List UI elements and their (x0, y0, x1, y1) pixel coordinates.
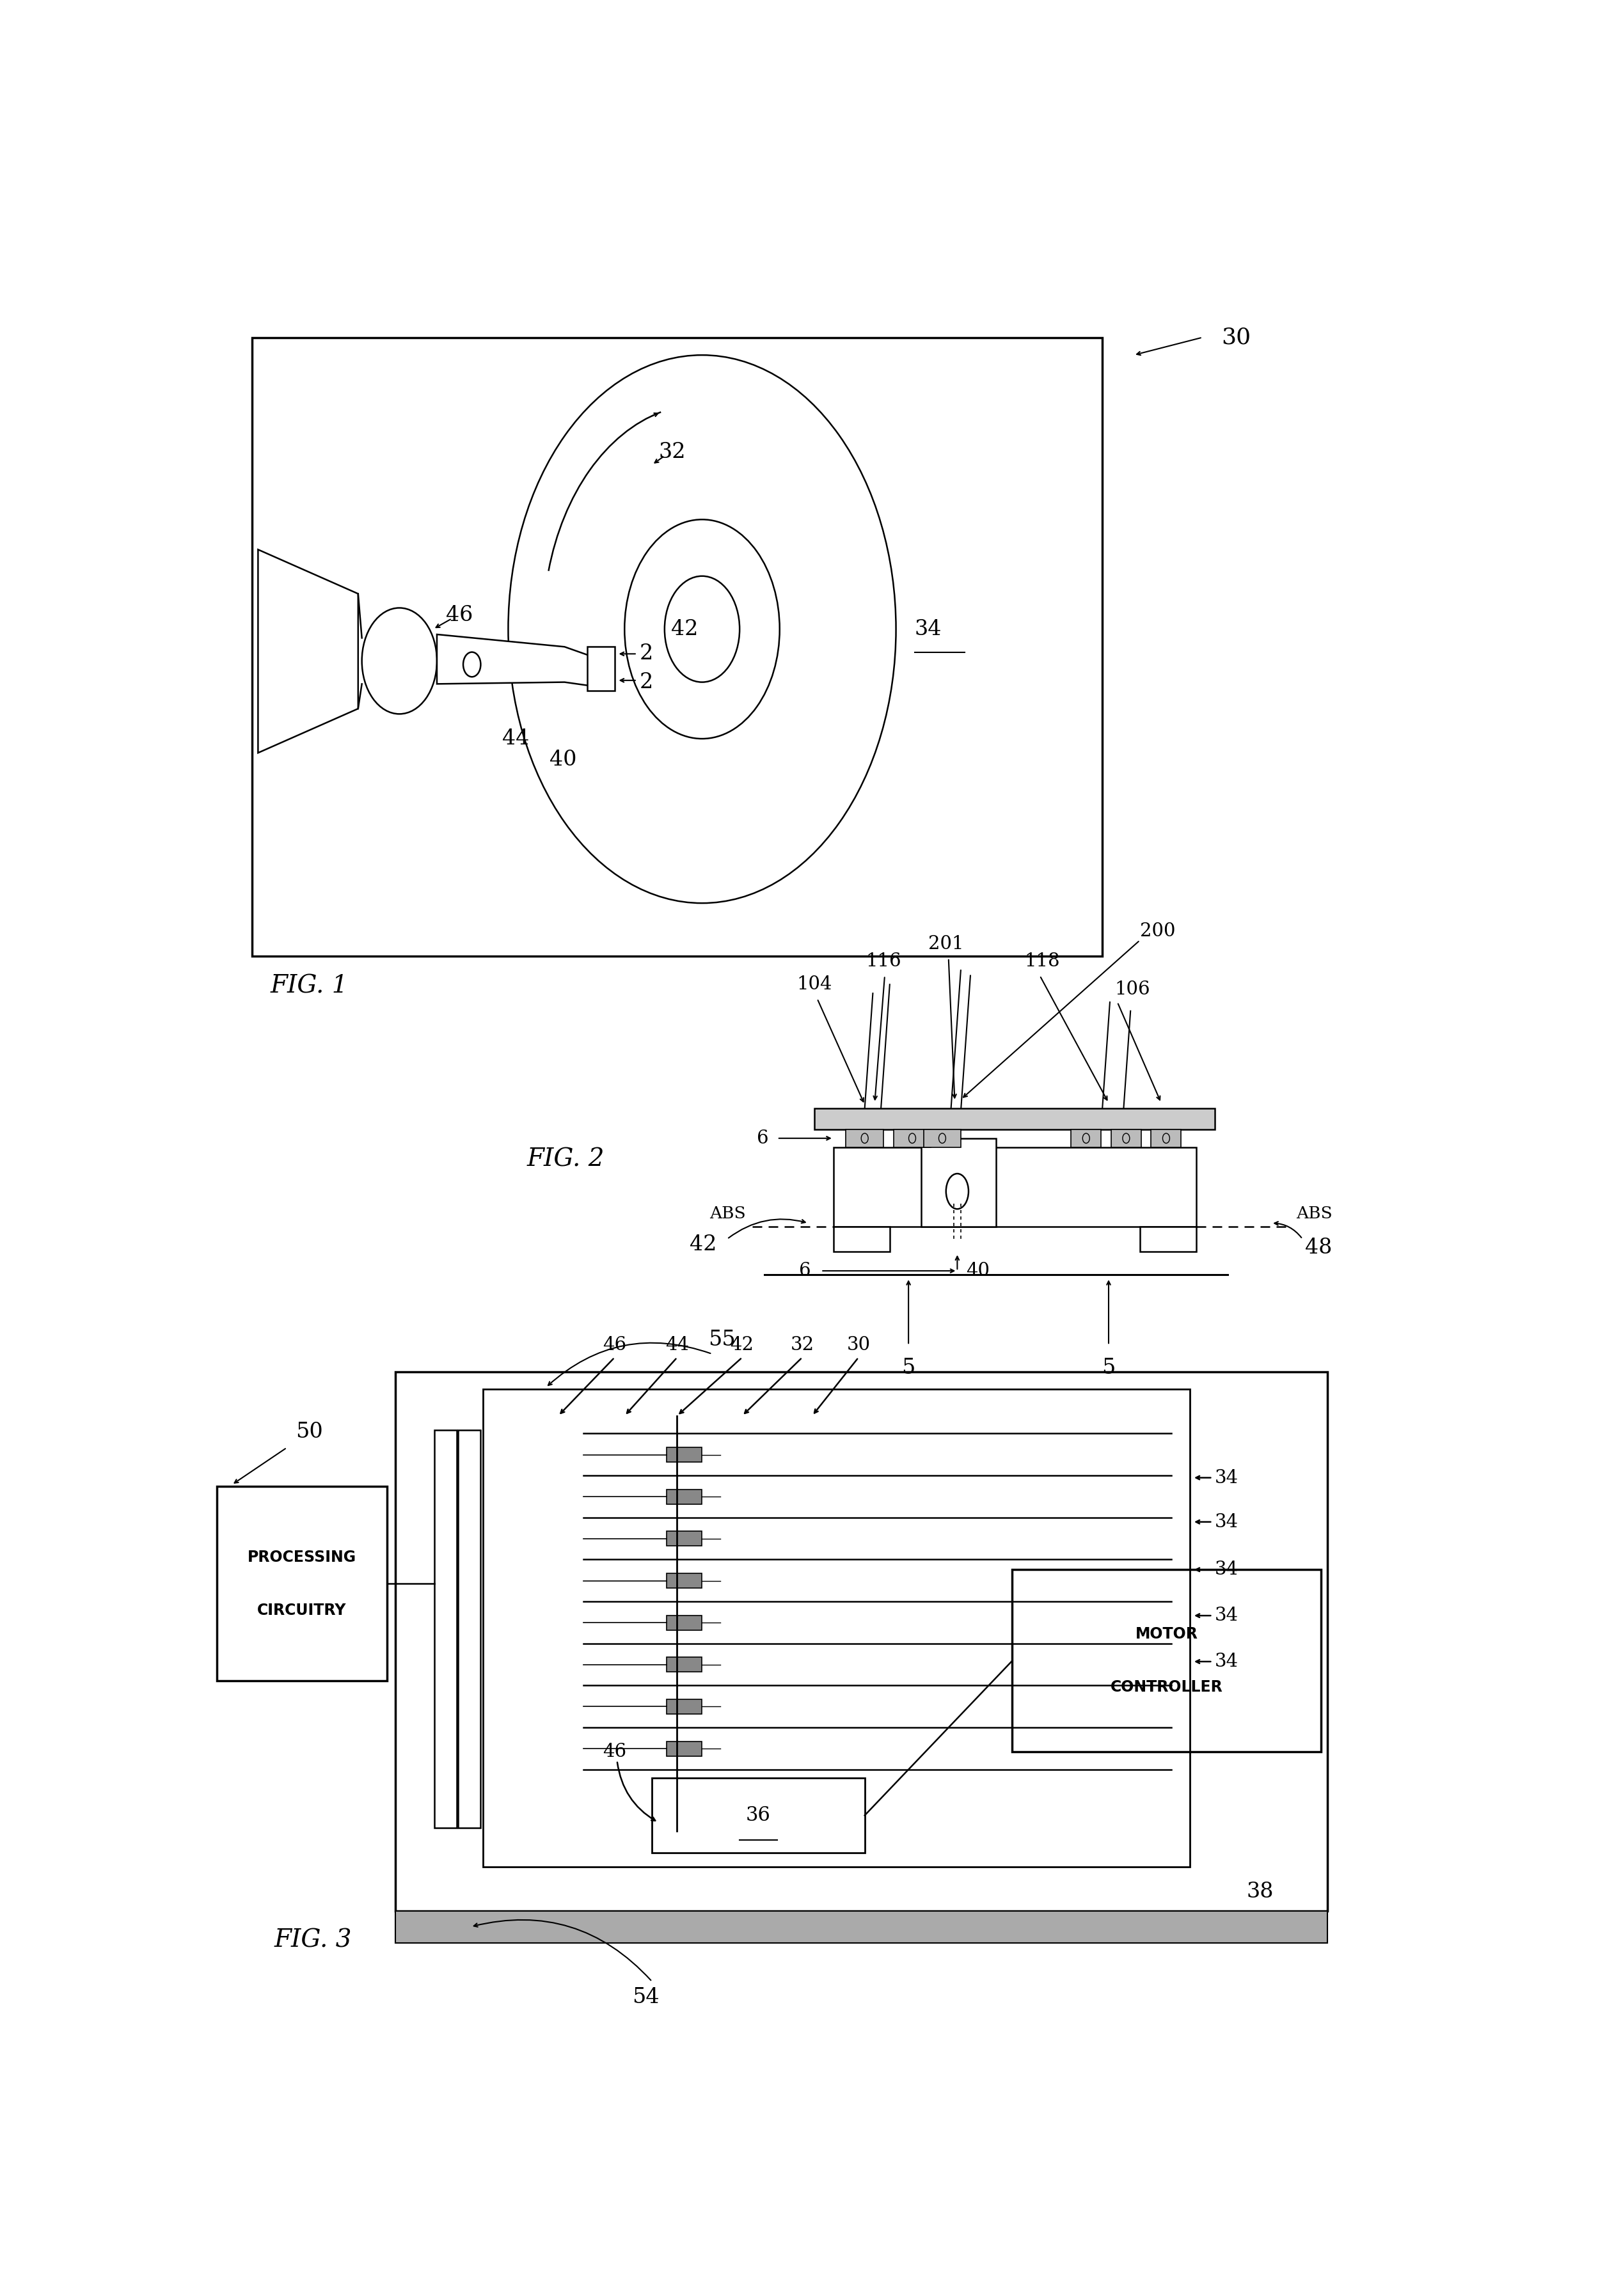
Text: MOTOR: MOTOR (1136, 1626, 1198, 1642)
Text: 34: 34 (915, 620, 943, 638)
Text: 54: 54 (633, 1986, 660, 2007)
Text: 32: 32 (659, 443, 686, 461)
Bar (216, 1486, 387, 1681)
Text: 6: 6 (799, 1263, 810, 1279)
Text: 201: 201 (928, 934, 964, 953)
Bar (923, 1130, 960, 1148)
Bar (434, 1430, 457, 1828)
Bar (833, 1226, 889, 1251)
Bar (652, 1777, 865, 1853)
Text: 46: 46 (445, 604, 473, 625)
Bar (1012, 1570, 1322, 1752)
Text: 38: 38 (1246, 1880, 1273, 1901)
Text: 55: 55 (709, 1329, 736, 1350)
Bar (667, 1658, 702, 1671)
Text: 5: 5 (1102, 1357, 1115, 1378)
Bar (667, 1573, 702, 1589)
Bar (252, 338, 1102, 955)
Bar (922, 1139, 996, 1226)
Text: ABS: ABS (710, 1205, 746, 1221)
Text: 116: 116 (865, 953, 901, 971)
Text: 40: 40 (549, 751, 576, 769)
Text: 34: 34 (1215, 1561, 1238, 1580)
Text: 44: 44 (665, 1336, 689, 1355)
Text: FIG. 2: FIG. 2 (528, 1148, 605, 1171)
Bar (667, 1699, 702, 1715)
Bar (667, 1531, 702, 1545)
Text: CONTROLLER: CONTROLLER (1110, 1681, 1223, 1694)
Text: FIG. 1: FIG. 1 (271, 974, 349, 999)
Text: 6: 6 (757, 1130, 768, 1148)
Text: 2: 2 (639, 643, 654, 664)
Text: 200: 200 (1139, 923, 1175, 941)
Bar (1072, 1130, 1101, 1148)
Bar (483, 1389, 1190, 1867)
Bar (815, 1109, 1215, 1130)
Bar (1151, 1130, 1181, 1148)
Text: 34: 34 (1215, 1469, 1238, 1486)
Bar (1139, 1226, 1196, 1251)
Bar (1110, 1130, 1141, 1148)
Bar (833, 1148, 1196, 1226)
Polygon shape (437, 634, 589, 687)
Ellipse shape (946, 1173, 968, 1210)
Bar (846, 1130, 883, 1148)
Text: 2: 2 (639, 673, 654, 693)
Text: 48: 48 (1306, 1238, 1332, 1258)
Text: 104: 104 (797, 976, 833, 994)
Polygon shape (587, 647, 615, 691)
Text: 30: 30 (847, 1336, 870, 1355)
Text: 42: 42 (671, 620, 697, 638)
Text: 34: 34 (1215, 1513, 1238, 1531)
Text: 34: 34 (1215, 1653, 1238, 1671)
Bar (667, 1446, 702, 1463)
Text: 46: 46 (602, 1336, 626, 1355)
Text: ABS: ABS (1296, 1205, 1333, 1221)
Text: 106: 106 (1115, 980, 1151, 999)
Text: 42: 42 (689, 1235, 717, 1254)
Text: CIRCUITRY: CIRCUITRY (257, 1603, 347, 1619)
Text: 30: 30 (1222, 326, 1251, 349)
Bar (667, 1490, 702, 1504)
Bar (395, 1910, 1328, 1942)
Text: 36: 36 (746, 1805, 771, 1825)
Text: 44: 44 (502, 728, 529, 748)
Text: 50: 50 (295, 1421, 323, 1442)
Text: FIG. 3: FIG. 3 (274, 1929, 352, 1952)
Text: 46: 46 (602, 1743, 626, 1761)
Text: 32: 32 (791, 1336, 813, 1355)
Text: PROCESSING: PROCESSING (247, 1550, 357, 1566)
Text: 42: 42 (730, 1336, 754, 1355)
Text: 34: 34 (1215, 1607, 1238, 1626)
Bar (395, 1371, 1328, 1910)
Text: 5: 5 (902, 1357, 915, 1378)
Bar (894, 1130, 931, 1148)
Bar (458, 1430, 481, 1828)
Bar (667, 1740, 702, 1756)
Bar (667, 1616, 702, 1630)
Text: 40: 40 (967, 1263, 989, 1279)
Text: 118: 118 (1025, 953, 1060, 971)
